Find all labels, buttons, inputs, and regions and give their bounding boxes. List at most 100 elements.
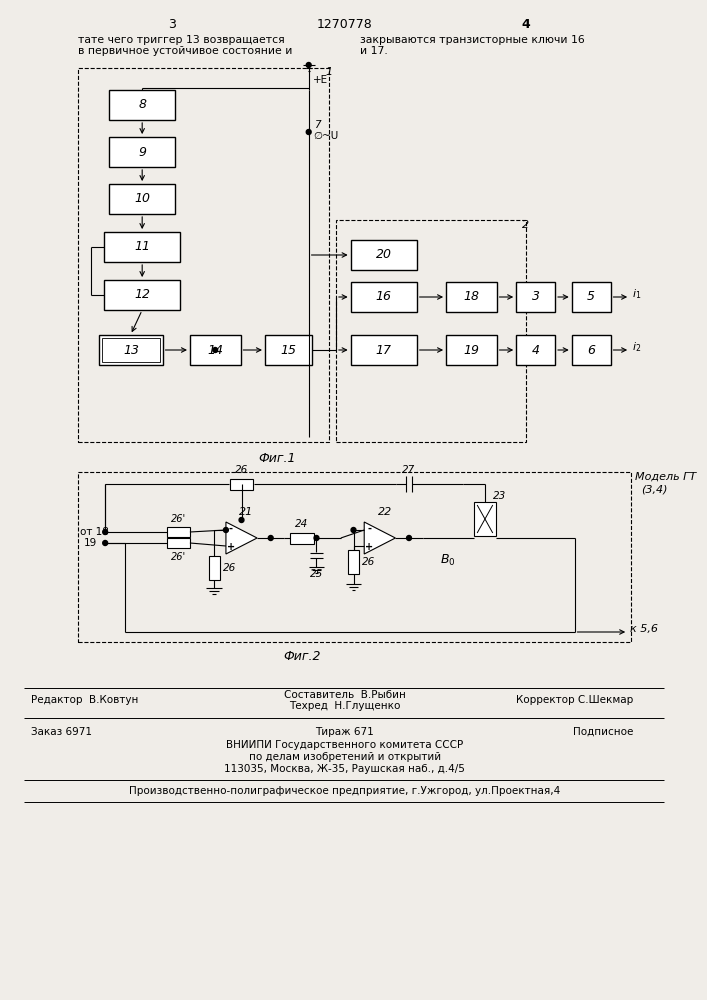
Text: 10: 10	[134, 192, 150, 206]
Text: 15: 15	[280, 344, 296, 357]
Circle shape	[223, 528, 228, 532]
Text: 4: 4	[522, 17, 530, 30]
Bar	[109, 184, 175, 214]
Text: -: -	[367, 524, 371, 534]
Text: 6: 6	[587, 344, 595, 357]
Text: закрываются транзисторные ключи 16: закрываются транзисторные ключи 16	[361, 35, 585, 45]
Text: 26': 26'	[170, 552, 186, 562]
Text: +: +	[227, 542, 235, 552]
Polygon shape	[364, 522, 395, 554]
Text: Фиг.1: Фиг.1	[259, 452, 296, 464]
Text: 4: 4	[532, 344, 539, 357]
Text: 26: 26	[235, 465, 248, 475]
Bar	[572, 282, 611, 312]
Text: 13: 13	[123, 344, 139, 357]
Text: 23: 23	[493, 491, 506, 501]
Text: 3: 3	[532, 290, 539, 304]
Text: 20: 20	[375, 248, 392, 261]
Bar	[516, 282, 555, 312]
Text: Производственно-полиграфическое предприятие, г.Ужгород, ул.Проектная,4: Производственно-полиграфическое предприя…	[129, 786, 561, 796]
Circle shape	[103, 530, 107, 534]
Text: 8: 8	[138, 99, 146, 111]
Text: к 5,6: к 5,6	[630, 624, 658, 634]
Bar	[78, 472, 631, 642]
Bar	[99, 335, 163, 365]
Text: и 17.: и 17.	[361, 46, 388, 56]
Bar	[446, 282, 496, 312]
Text: $i_1$: $i_1$	[632, 287, 641, 301]
Text: 16: 16	[375, 290, 392, 304]
Text: 21: 21	[239, 507, 254, 517]
Circle shape	[314, 536, 319, 540]
Text: 14: 14	[207, 344, 223, 357]
Bar	[336, 220, 526, 442]
Text: +E: +E	[312, 75, 328, 85]
Text: 24: 24	[296, 519, 308, 529]
Bar	[190, 335, 240, 365]
Bar	[167, 538, 190, 548]
Text: 1: 1	[325, 67, 332, 77]
Text: 26': 26'	[170, 514, 186, 524]
Bar	[351, 335, 417, 365]
Text: 7: 7	[314, 120, 320, 130]
Text: Тираж 671: Тираж 671	[315, 727, 374, 737]
Text: 12: 12	[134, 288, 150, 302]
Text: $B_0$: $B_0$	[440, 552, 456, 568]
Text: $i_2$: $i_2$	[632, 340, 641, 354]
Text: тате чего триггер 13 возвращается: тате чего триггер 13 возвращается	[78, 35, 285, 45]
Bar	[351, 282, 417, 312]
Text: от 18: от 18	[80, 527, 109, 537]
Circle shape	[239, 518, 244, 522]
Bar	[290, 532, 314, 544]
Bar	[572, 335, 611, 365]
Text: Корректор С.Шекмар: Корректор С.Шекмар	[515, 695, 633, 705]
Circle shape	[351, 528, 356, 532]
Bar	[109, 137, 175, 167]
Bar	[348, 550, 359, 574]
Text: 17: 17	[375, 344, 392, 357]
Text: Техред  Н.Глущенко: Техред Н.Глущенко	[289, 701, 400, 711]
Bar	[209, 556, 220, 580]
Text: Заказ 6971: Заказ 6971	[31, 727, 92, 737]
Text: 26: 26	[223, 563, 236, 573]
Circle shape	[306, 62, 311, 68]
Text: (3,4): (3,4)	[641, 484, 667, 494]
Text: 2: 2	[522, 220, 529, 230]
Bar	[103, 338, 160, 362]
Bar	[446, 335, 496, 365]
Text: 1270778: 1270778	[317, 17, 373, 30]
Text: ВНИИПИ Государственного комитета СССР: ВНИИПИ Государственного комитета СССР	[226, 740, 463, 750]
Bar	[104, 232, 180, 262]
Text: 9: 9	[138, 145, 146, 158]
Bar	[474, 502, 496, 536]
Text: 3: 3	[168, 17, 176, 30]
Polygon shape	[226, 522, 257, 554]
Text: 11: 11	[134, 240, 150, 253]
Text: 25: 25	[310, 569, 323, 579]
Text: Модель ГТ: Модель ГТ	[635, 472, 696, 482]
Bar	[516, 335, 555, 365]
Text: в первичное устойчивое состояние и: в первичное устойчивое состояние и	[78, 46, 292, 56]
Circle shape	[103, 540, 107, 546]
Text: -: -	[229, 524, 233, 534]
Text: Подписное: Подписное	[573, 727, 633, 737]
Text: +: +	[365, 542, 373, 552]
Bar	[230, 479, 253, 489]
Bar	[78, 68, 329, 442]
Text: 27: 27	[402, 465, 416, 475]
Text: 19: 19	[83, 538, 97, 548]
Bar	[167, 527, 190, 537]
Text: 18: 18	[463, 290, 479, 304]
Text: по делам изобретений и открытий: по делам изобретений и открытий	[249, 752, 440, 762]
Text: 19: 19	[463, 344, 479, 357]
Text: 22: 22	[378, 507, 392, 517]
Bar	[109, 90, 175, 120]
Text: Составитель  В.Рыбин: Составитель В.Рыбин	[284, 690, 406, 700]
Text: Фиг.2: Фиг.2	[283, 650, 321, 662]
Circle shape	[268, 536, 273, 540]
Circle shape	[306, 129, 311, 134]
Circle shape	[407, 536, 411, 540]
Text: Редактор  В.Ковтун: Редактор В.Ковтун	[31, 695, 139, 705]
Bar	[265, 335, 312, 365]
Text: 26: 26	[362, 557, 375, 567]
